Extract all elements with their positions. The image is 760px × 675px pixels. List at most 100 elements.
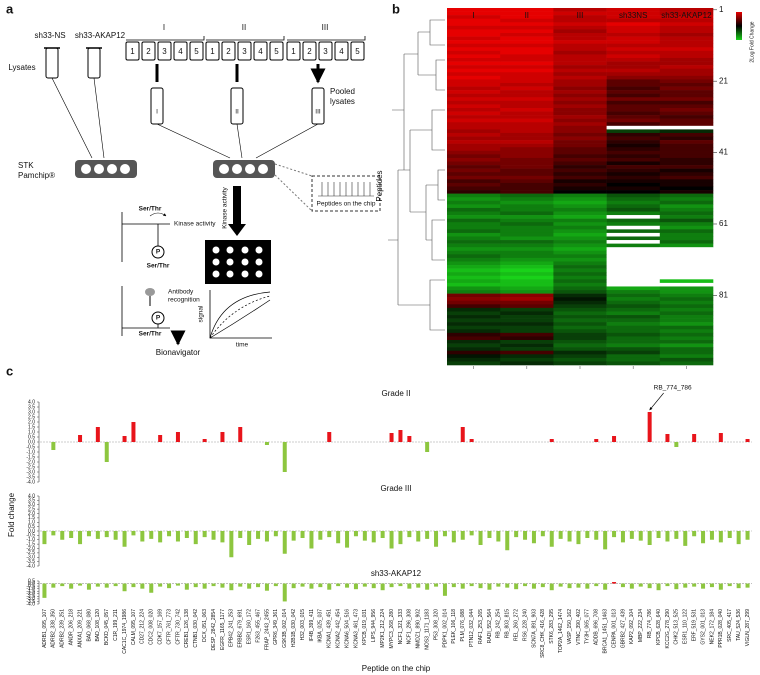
heatmap-cell bbox=[606, 40, 661, 44]
heatmap-cell bbox=[553, 8, 607, 12]
heatmap-cell bbox=[659, 268, 714, 273]
x-tick-label: CALM_095_107 bbox=[131, 609, 137, 645]
heatmap-cell bbox=[553, 315, 607, 319]
bar bbox=[291, 531, 296, 541]
bar bbox=[193, 531, 198, 545]
y-tick-label: -3.0 bbox=[26, 555, 35, 561]
heatmap-cell bbox=[659, 279, 714, 284]
heatmap-cell bbox=[500, 325, 554, 330]
zoom-box bbox=[311, 175, 381, 212]
heatmap-cell bbox=[606, 132, 661, 137]
bar bbox=[727, 583, 732, 587]
heatmap-cell bbox=[500, 32, 554, 37]
heatmap-cell bbox=[500, 336, 554, 341]
heatmap-cell bbox=[553, 186, 607, 191]
bar bbox=[674, 442, 679, 447]
heatmap-cell bbox=[447, 50, 501, 55]
heatmap-cell bbox=[659, 211, 714, 216]
heatmap-cell bbox=[659, 186, 714, 191]
heatmap-cell bbox=[500, 218, 554, 223]
y-tick-label: 2.5 bbox=[28, 506, 35, 512]
panel-a: a sh33-NS sh33-AKAP12 Lysates I 1 2 3 4 5 II 1 2… bbox=[6, 1, 381, 357]
heatmap-cell bbox=[606, 293, 661, 298]
bar bbox=[576, 531, 581, 545]
bar bbox=[674, 583, 679, 590]
heatmap-cell bbox=[500, 322, 554, 327]
heatmap-cell bbox=[500, 215, 554, 219]
heatmap-cell bbox=[500, 118, 554, 123]
x-tick-label: MBP_222_234 bbox=[638, 609, 644, 642]
heatmap-cell bbox=[606, 347, 661, 352]
heatmap-cell bbox=[606, 172, 661, 177]
x-tick-label: ESR1_110_122 bbox=[683, 609, 689, 644]
heatmap-cell bbox=[606, 354, 661, 359]
heatmap-cell bbox=[553, 172, 607, 177]
bar bbox=[487, 531, 492, 538]
heatmap-cell bbox=[606, 129, 661, 134]
tube bbox=[253, 41, 268, 61]
column-label: sh33-AKAP12 bbox=[661, 11, 712, 20]
heatmap-cell bbox=[606, 140, 661, 144]
heatmap-cell bbox=[447, 61, 501, 66]
heatmap-cell bbox=[447, 257, 501, 262]
heatmap-cell bbox=[553, 232, 607, 237]
heatmap-cell bbox=[553, 179, 607, 184]
bar bbox=[407, 583, 412, 589]
heatmap-cell bbox=[500, 354, 554, 359]
heatmap-cell bbox=[606, 22, 661, 27]
bar bbox=[647, 583, 652, 589]
bar bbox=[523, 583, 528, 587]
bar bbox=[549, 439, 554, 442]
bar bbox=[175, 531, 180, 542]
x-tick-label: GBRB2_427_439 bbox=[620, 609, 626, 648]
heatmap-cell bbox=[659, 265, 714, 269]
heatmap-cell bbox=[447, 11, 501, 16]
x-tick-label: ANDR_206_218 bbox=[68, 609, 74, 646]
heatmap-cell bbox=[553, 86, 607, 91]
bar bbox=[300, 531, 305, 538]
heatmap-cell bbox=[553, 50, 607, 55]
heatmap-cell bbox=[500, 236, 554, 241]
bar bbox=[78, 531, 83, 545]
bar bbox=[345, 531, 350, 548]
bar bbox=[113, 531, 118, 540]
heatmap-cell bbox=[553, 11, 607, 16]
heatmap-cell bbox=[606, 75, 661, 80]
x-tick-label: CFTR_761_773 bbox=[166, 609, 172, 645]
y-tick-label: -0.5 bbox=[26, 533, 35, 539]
y-tick-label: -4.0 bbox=[26, 479, 35, 485]
heatmap-cell bbox=[606, 25, 661, 30]
heatmap-cell bbox=[553, 300, 607, 305]
tube bbox=[318, 41, 333, 61]
x-tick-label: CFTR_730_742 bbox=[175, 609, 181, 645]
bar bbox=[104, 531, 109, 538]
tube-strips: I 1 2 3 4 5 II 1 2 3 4 5 III 1 2 3 4 5 bbox=[125, 23, 366, 61]
x-tick-label: H32_003_015 bbox=[300, 609, 306, 641]
heatmap-cell bbox=[659, 304, 714, 309]
label: Peptides on the chip bbox=[317, 201, 376, 208]
bar bbox=[576, 583, 581, 588]
y-tick-label: -3.5 bbox=[26, 599, 35, 605]
y-tick-label: -2.0 bbox=[26, 459, 35, 465]
x-tick-label: RB_803_815 bbox=[505, 609, 511, 638]
heatmap-cell bbox=[500, 254, 554, 259]
bar bbox=[247, 583, 252, 589]
heatmap-cell bbox=[659, 57, 714, 62]
heatmap-cell bbox=[553, 79, 607, 84]
heatmap-cell bbox=[500, 357, 554, 362]
heatmap-cell bbox=[447, 240, 501, 244]
bar bbox=[416, 583, 421, 588]
bar bbox=[389, 531, 394, 549]
heatmap-cell bbox=[447, 111, 501, 116]
heatmap-cell bbox=[447, 147, 501, 152]
heatmap-cell bbox=[606, 72, 661, 77]
heatmap-cell bbox=[606, 90, 661, 94]
heatmap-cell bbox=[447, 179, 501, 184]
tube-number: 1 bbox=[130, 47, 135, 56]
heatmap-cell bbox=[553, 322, 607, 327]
bar bbox=[736, 531, 741, 545]
heatmap-cell bbox=[500, 140, 554, 144]
bar bbox=[407, 436, 412, 442]
bar bbox=[496, 531, 501, 542]
bar bbox=[264, 583, 269, 591]
